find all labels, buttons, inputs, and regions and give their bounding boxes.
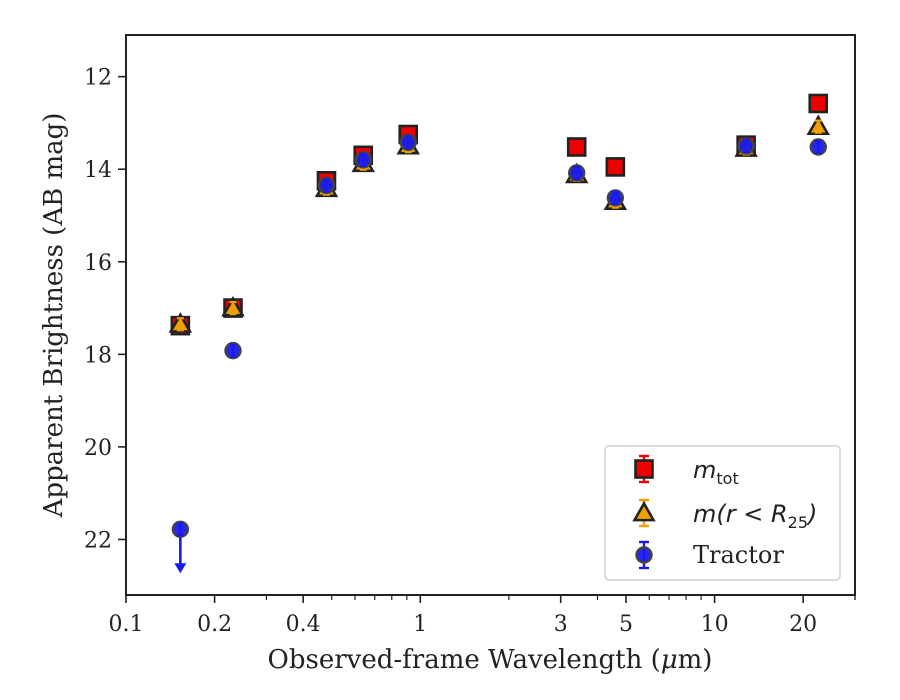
y-tick-label: 16 [84, 251, 112, 276]
y-tick-label: 18 [84, 343, 112, 368]
x-tick-label: 1 [413, 612, 427, 637]
x-axis-label: Observed-frame Wavelength (μm) [268, 645, 713, 675]
y-tick-label: 20 [84, 436, 112, 461]
x-tick-label: 5 [619, 612, 633, 637]
upper-limit-arrowhead [174, 563, 187, 574]
legend-marker-mtot [634, 459, 654, 479]
y-tick-label: 14 [84, 158, 112, 183]
x-tick-label: 0.2 [197, 612, 232, 637]
legend-label-mr25: m(r < R25) [693, 500, 817, 532]
x-tick-label: 3 [554, 612, 568, 637]
x-tick-label: 10 [701, 612, 729, 637]
x-tick-label: 20 [789, 612, 817, 637]
y-tick-label: 12 [84, 66, 112, 91]
legend: mtot m(r < R25) Tractor [604, 445, 841, 581]
legend-marker-mr25 [632, 500, 656, 522]
x-tick-label: 0.4 [286, 612, 321, 637]
legend-box [604, 445, 841, 581]
legend-label-tractor: Tractor [693, 541, 784, 569]
legend-marker-tractor [635, 546, 653, 564]
y-tick-label: 22 [84, 528, 112, 553]
y-axis-label: Apparent Brightness (AB mag) [39, 113, 69, 519]
x-tick-label: 0.1 [109, 612, 144, 637]
legend-label-mtot: mtot [693, 456, 739, 488]
